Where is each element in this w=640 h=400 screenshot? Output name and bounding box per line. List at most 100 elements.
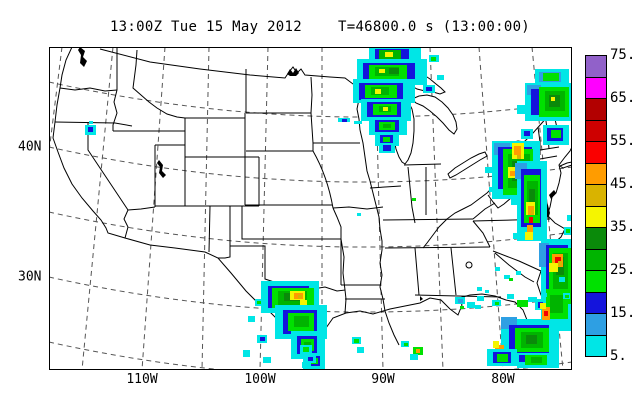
radar-cell <box>497 354 508 362</box>
radar-cell <box>549 263 558 272</box>
radar-cell <box>410 354 418 360</box>
us-radar-map <box>49 47 572 370</box>
title-timestamp: 13:00Z Tue 15 May 2012 <box>109 19 302 35</box>
mobile-bay <box>420 296 423 301</box>
radar-cell <box>431 57 436 61</box>
radar-cell <box>525 232 533 240</box>
radar-cell <box>541 293 547 297</box>
colorbar-box <box>585 248 607 271</box>
radar-cell <box>485 167 492 173</box>
radar-cell <box>529 217 533 223</box>
radar-cell <box>539 243 549 267</box>
radar-cell <box>566 229 570 233</box>
radar-cell <box>263 357 271 363</box>
radar-cell <box>404 343 408 346</box>
radar-cell <box>243 350 250 357</box>
radar-cell <box>300 300 307 305</box>
radar-cell <box>383 145 391 151</box>
radar-cell <box>475 305 481 309</box>
radar-cell <box>509 278 513 281</box>
radar-cell <box>531 357 542 363</box>
radar-cell <box>543 73 559 81</box>
colorbar-box <box>585 76 607 99</box>
colorbar-tick-label: 25. <box>610 262 636 278</box>
colorbar-box <box>585 55 607 78</box>
radar-cell <box>467 302 475 308</box>
radar-cell <box>517 155 521 159</box>
colorbar-box <box>585 313 607 336</box>
radar-cell <box>495 302 499 305</box>
lat-label: 30N <box>18 269 42 285</box>
radar-cell <box>527 225 533 233</box>
title-model-time: T=46800.0 s (13:00:00) <box>338 19 531 35</box>
radar-cell <box>477 287 482 291</box>
colorbar-box <box>585 162 607 185</box>
colorbar-tick-label: 5. <box>610 348 627 364</box>
radar-cell <box>477 296 484 301</box>
lon-label: 100W <box>244 372 276 387</box>
radar-cell <box>567 215 572 221</box>
radar-cell <box>88 127 93 132</box>
colorbar-box <box>585 291 607 314</box>
map-frame <box>49 47 572 370</box>
colorbar-tick-label: 15. <box>610 305 636 321</box>
colorbar-box <box>585 227 607 250</box>
radar-cell <box>383 137 390 142</box>
radar-cell <box>260 337 265 341</box>
radar-cell <box>511 197 517 205</box>
radar-cell <box>437 75 444 80</box>
radar-cell <box>507 294 514 299</box>
radar-cell <box>558 261 562 266</box>
radar-cell <box>504 275 510 279</box>
radar-cell <box>412 198 416 201</box>
radar-cell <box>383 124 391 128</box>
radar-cell <box>375 89 381 94</box>
colorbar-box <box>585 119 607 142</box>
radar-cell <box>375 67 399 76</box>
radar-cell <box>357 213 361 216</box>
radar-cell <box>257 301 261 304</box>
radar-cell <box>416 349 420 353</box>
radar-cell <box>385 52 393 57</box>
radar-cell <box>248 316 255 322</box>
radar-cell <box>458 299 463 303</box>
radar-cell <box>540 303 546 309</box>
radar-cell <box>528 297 537 302</box>
colorbar-tick-label: 35. <box>610 219 636 235</box>
radar-cell <box>524 131 530 136</box>
radar-cell <box>550 295 563 313</box>
radar-cell <box>529 189 535 205</box>
lake-huron <box>411 94 458 135</box>
colorbar-box <box>585 98 607 121</box>
colorbar-tick-label: 75. <box>610 47 636 63</box>
radar-cell <box>531 210 534 214</box>
radar-cell <box>489 187 495 192</box>
map-area <box>49 47 572 370</box>
state-borders <box>52 47 572 368</box>
radar-cell <box>517 300 528 307</box>
colorbar-tick-label: 45. <box>610 176 636 192</box>
radar-cell <box>302 362 311 368</box>
radar-cell <box>426 87 432 91</box>
radar-cell <box>357 347 364 353</box>
border-lakes <box>287 68 299 76</box>
colorbar-box <box>585 270 607 293</box>
delaware-bay <box>549 190 556 199</box>
radar-cell <box>513 233 520 239</box>
radar-cell <box>493 341 499 348</box>
radar-cell <box>559 277 565 282</box>
radar-cell <box>389 68 399 74</box>
lake-erie <box>447 151 488 179</box>
radar-cell <box>516 271 521 275</box>
radar-cell <box>514 146 521 155</box>
radar-cell <box>555 257 561 264</box>
colorbar-box <box>585 205 607 228</box>
radar-cell <box>342 119 347 122</box>
radar-cell <box>89 121 93 124</box>
radar-cell <box>303 347 309 352</box>
radar-cell <box>298 295 302 298</box>
lon-label: 80W <box>491 372 515 387</box>
radar-cell <box>551 97 555 101</box>
radar-echoes <box>85 47 572 369</box>
radar-cell <box>526 335 537 344</box>
